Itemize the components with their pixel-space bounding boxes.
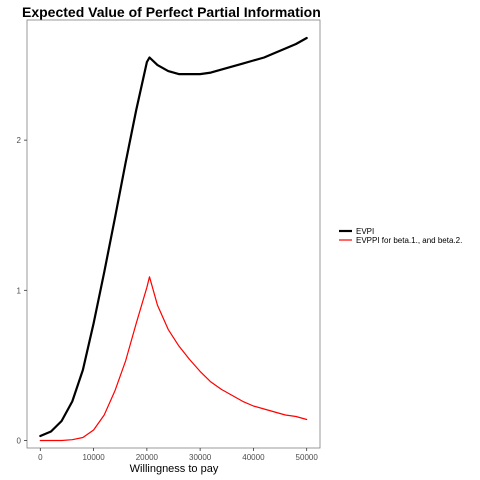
x-axis-label: Willingness to pay: [130, 463, 219, 475]
legend-label-evppi: EVPPI for beta.1., and beta.2.: [356, 236, 462, 245]
x-tick-label: 20000: [136, 453, 159, 462]
x-tick-label: 50000: [296, 453, 319, 462]
y-tick-label: 1: [17, 286, 22, 295]
x-axis: 0 10000 20000 30000 40000 50000: [38, 448, 318, 462]
x-tick-label: 40000: [242, 453, 265, 462]
y-tick-label: 2: [17, 136, 22, 145]
legend-label-evpi: EVPI: [356, 227, 374, 236]
x-tick-label: 0: [38, 453, 43, 462]
legend: EVPI EVPPI for beta.1., and beta.2.: [339, 227, 462, 245]
x-tick-label: 30000: [189, 453, 212, 462]
y-tick-label: 0: [17, 436, 22, 445]
plot-panel: [27, 20, 320, 448]
y-axis: 0 1 2: [17, 136, 27, 445]
chart-title: Expected Value of Perfect Partial Inform…: [22, 4, 321, 20]
x-tick-label: 10000: [82, 453, 105, 462]
